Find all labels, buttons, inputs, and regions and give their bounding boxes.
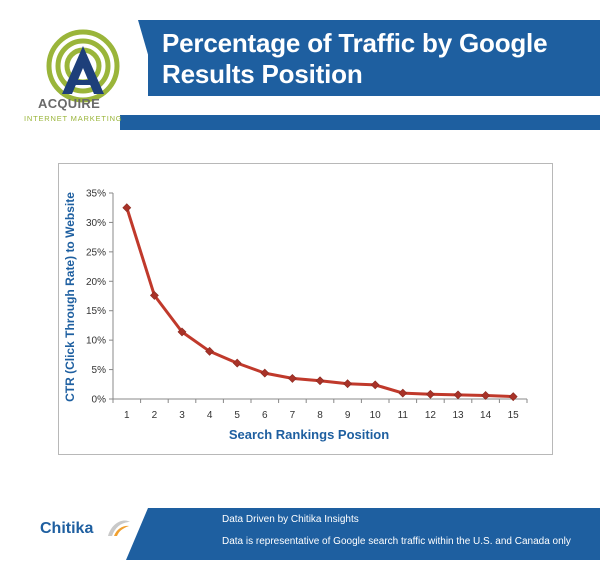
data-point-marker — [453, 390, 463, 400]
chart-axes — [112, 193, 527, 400]
footer-banner — [148, 508, 600, 560]
acquire-logo-icon — [46, 29, 120, 103]
x-tick-label: 5 — [234, 410, 240, 421]
x-tick-label: 12 — [425, 410, 437, 421]
x-tick-label: 11 — [398, 410, 409, 421]
x-tick-label: 8 — [317, 410, 323, 421]
data-point-marker — [481, 391, 491, 400]
y-tick-label: 25% — [86, 247, 106, 258]
y-tick-labels: 0% 5% 10% 15% 20% 25% 30% 35% — [86, 189, 113, 406]
data-point-marker — [177, 327, 187, 337]
data-point-marker — [149, 290, 159, 300]
data-point-marker — [122, 203, 132, 213]
footer-banner-notch — [126, 508, 148, 560]
y-tick-label: 5% — [92, 365, 107, 376]
y-axis-label: CTR (Click Through Rate) to Website — [63, 192, 77, 402]
ctr-line-chart: 0%5%10%15%20%25%30%35% 1 2 3 4 5 6 7 8 9 10 11 12 13… — [63, 189, 528, 442]
data-point-marker — [205, 346, 215, 356]
x-tick-labels: 1 2 3 4 5 6 7 8 9 10 11 12 13 14 15 — [112, 399, 528, 421]
data-point-marker — [508, 392, 518, 402]
logo-tagline: INTERNET MARKETING — [24, 114, 123, 123]
data-point-marker — [343, 379, 353, 389]
y-tick-label: 30% — [86, 218, 106, 229]
y-tick-label: 0% — [92, 395, 107, 406]
header-underbar — [120, 115, 600, 130]
ctr-series-line — [125, 207, 514, 399]
y-tick-label: 15% — [86, 306, 106, 317]
x-tick-label: 2 — [152, 410, 158, 421]
data-point-marker — [425, 389, 435, 399]
series-line — [125, 207, 514, 399]
data-point-marker — [370, 380, 380, 390]
chitika-swoosh-icon — [108, 520, 130, 536]
x-tick-label: 14 — [480, 410, 492, 421]
header-banner — [148, 20, 600, 96]
x-tick-label: 10 — [370, 410, 382, 421]
x-tick-label: 9 — [345, 410, 351, 421]
x-tick-label: 3 — [179, 410, 185, 421]
data-point-marker — [287, 373, 297, 383]
data-point-marker — [260, 368, 270, 378]
x-tick-label: 1 — [124, 410, 130, 421]
data-point-marker — [315, 376, 325, 386]
logo-wordmark: ACQUIRE — [38, 96, 101, 111]
x-axis-label: Search Rankings Position — [229, 427, 389, 442]
data-point-marker — [232, 358, 242, 368]
series-markers — [122, 203, 518, 402]
x-tick-label: 7 — [290, 410, 296, 421]
chitika-logo: Chitika — [40, 520, 94, 537]
y-tick-label: 10% — [86, 336, 106, 347]
footer-credit: Data Driven by Chitika Insights — [222, 514, 359, 525]
x-tick-label: 15 — [508, 410, 520, 421]
y-tick-label: 20% — [86, 277, 106, 288]
y-tick-label: 35% — [86, 189, 106, 200]
x-tick-label: 13 — [452, 410, 464, 421]
footer-note: Data is representative of Google search … — [222, 536, 571, 547]
data-point-marker — [398, 388, 408, 398]
page-title: Percentage of Traffic by Google Results … — [162, 28, 548, 89]
x-tick-label: 6 — [262, 410, 268, 421]
x-tick-label: 4 — [207, 410, 213, 421]
chart-frame — [58, 163, 553, 455]
